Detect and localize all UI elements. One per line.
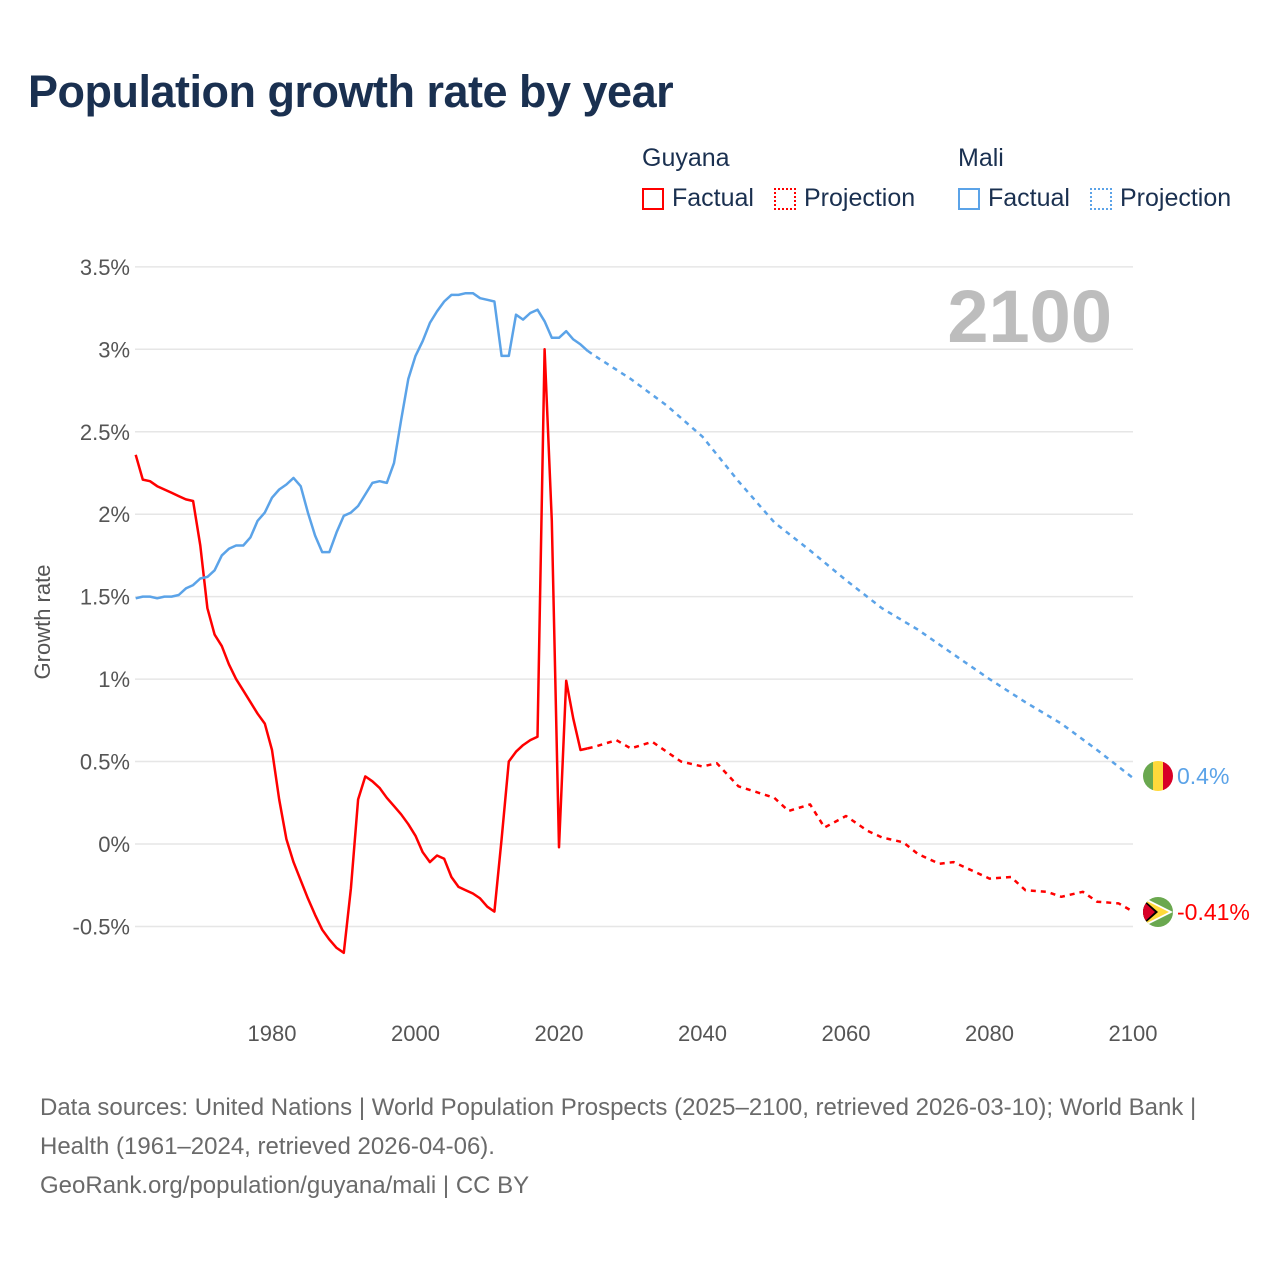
- y-tick-label: -0.5%: [73, 914, 130, 939]
- guyana-projection-line: [587, 738, 1134, 913]
- mali-flag-icon: [1143, 761, 1173, 791]
- y-tick-label: 1.5%: [80, 585, 130, 610]
- legend-mali-factual-label[interactable]: Factual: [988, 184, 1070, 212]
- y-tick-label: 0%: [98, 832, 130, 857]
- chart-title: Population growth rate by year: [28, 66, 674, 117]
- legend-guyana-projection-swatch: [773, 187, 796, 210]
- x-tick-label: 2100: [1109, 1021, 1158, 1046]
- footer: Data sources: United Nations | World Pop…: [40, 1088, 1240, 1205]
- guyana-factual-line: [134, 348, 588, 955]
- chart-plot: 3.5% 3% 2.5% 2% 1.5% 1% 0.5% 0% -0.5% 1980 2000 20…: [30, 255, 1250, 1046]
- guyana-end-label: -0.41%: [1177, 899, 1250, 925]
- guyana-flag-icon: [1143, 897, 1173, 927]
- legend-mali-projection-label[interactable]: Projection: [1119, 184, 1232, 212]
- y-tick-label: 2.5%: [80, 420, 130, 445]
- y-tick-label: 1%: [98, 667, 130, 692]
- legend-mali: Mali Factual Projection: [958, 144, 1231, 213]
- legend-guyana-factual-label[interactable]: Factual: [672, 184, 754, 212]
- legend-mali-projection-swatch: [1089, 187, 1112, 210]
- x-tick-label: 2040: [678, 1021, 727, 1046]
- x-tick-label: 2080: [965, 1021, 1014, 1046]
- mali-end-label: 0.4%: [1177, 763, 1229, 789]
- y-tick-label: 2%: [98, 502, 130, 527]
- footer-credit[interactable]: GeoRank.org/population/guyana/mali | CC …: [40, 1172, 530, 1199]
- x-tick-label: 2020: [535, 1021, 584, 1046]
- legend-guyana-title: Guyana: [642, 144, 730, 172]
- legend-guyana-projection-label[interactable]: Projection: [803, 184, 916, 212]
- x-tick-label: 1980: [248, 1021, 297, 1046]
- mali-projection-line: [586, 349, 1134, 779]
- footer-sources: Data sources: United Nations | World Pop…: [40, 1094, 1197, 1160]
- y-tick-label: 3%: [98, 337, 130, 362]
- legend-guyana: Guyana Factual Projection: [642, 144, 935, 213]
- legend-mali-factual-swatch: [958, 187, 980, 210]
- y-tick-label: 3.5%: [80, 255, 130, 280]
- year-overlay: 2100: [947, 275, 1112, 358]
- y-tick-label: 0.5%: [80, 750, 130, 775]
- y-axis-label: Growth rate: [30, 565, 55, 680]
- x-tick-label: 2060: [822, 1021, 871, 1046]
- legend-guyana-factual-swatch: [642, 187, 664, 210]
- x-tick-label: 2000: [391, 1021, 440, 1046]
- legend-mali-title: Mali: [958, 144, 1004, 172]
- mali-factual-line: [135, 291, 589, 600]
